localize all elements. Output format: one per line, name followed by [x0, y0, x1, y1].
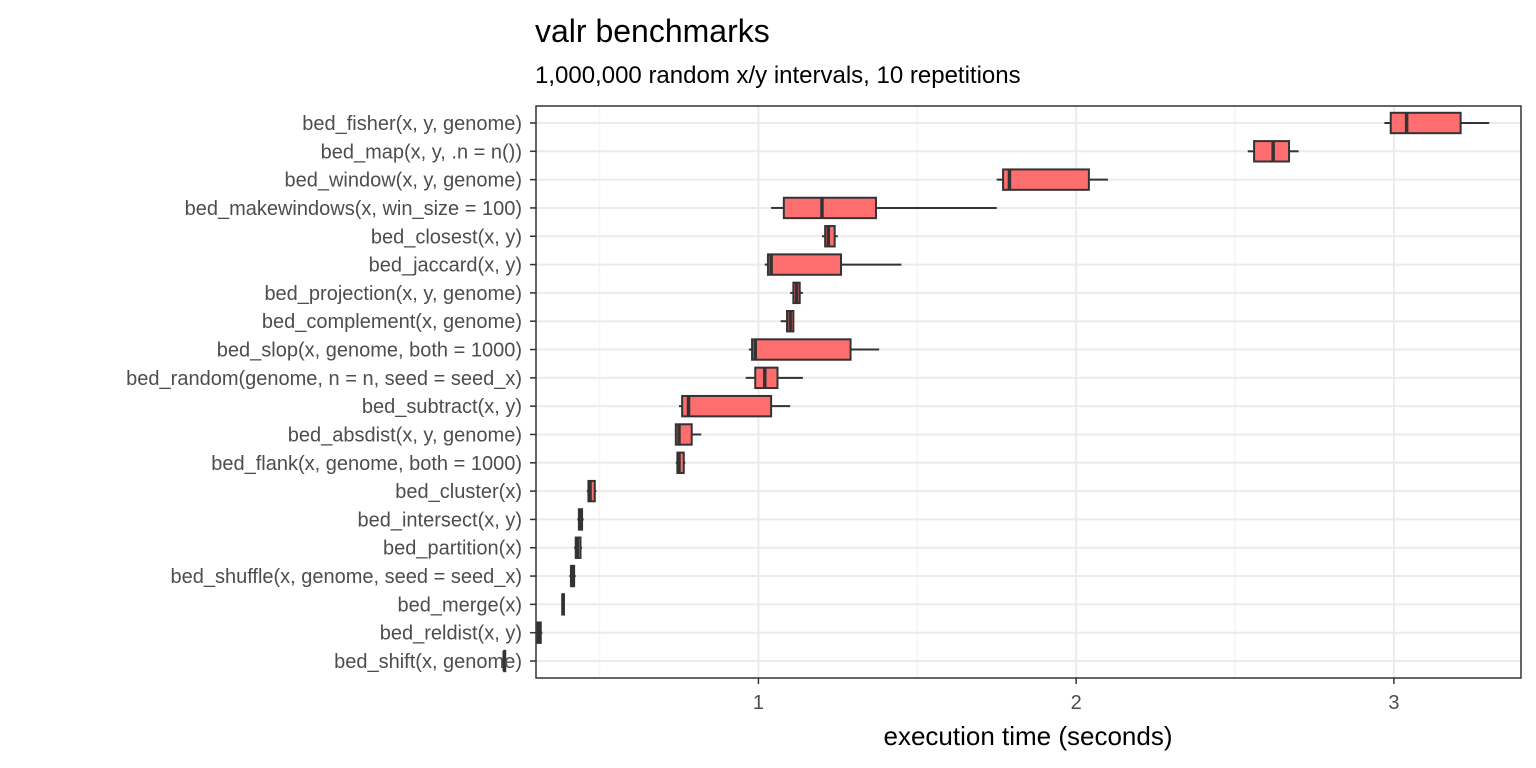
box-8: [748, 338, 880, 361]
x-axis-title: execution time (seconds): [883, 721, 1172, 751]
box-3: [771, 196, 997, 220]
box-14: [577, 508, 584, 531]
category-label: bed_cluster(x): [395, 481, 522, 503]
category-label: bed_subtract(x, y): [362, 396, 522, 418]
box-iqr: [681, 394, 773, 418]
category-label: bed_random(genome, n = n, seed = seed_x): [126, 368, 522, 390]
chart-subtitle: 1,000,000 random x/y intervals, 10 repet…: [535, 62, 1021, 89]
category-label: bed_complement(x, genome): [262, 311, 522, 333]
category-label: bed_shift(x, genome): [334, 651, 522, 673]
box-4: [821, 225, 838, 248]
category-label: bed_absdist(x, y, genome): [288, 424, 522, 446]
panel-border: [535, 105, 1522, 679]
category-label: bed_flank(x, genome, both = 1000): [211, 453, 522, 475]
box-0: [1384, 111, 1490, 135]
category-label: bed_makewindows(x, win_size = 100): [185, 198, 522, 220]
box-5: [764, 253, 902, 276]
box-1: [1247, 140, 1299, 163]
box-iqr: [782, 196, 877, 220]
box-10: [678, 394, 791, 418]
category-label: bed_shuffle(x, genome, seed = seed_x): [170, 566, 522, 588]
chart-title: valr benchmarks: [535, 13, 770, 49]
box-iqr: [766, 253, 843, 276]
x-tick-label: 1: [753, 692, 764, 714]
category-label: bed_projection(x, y, genome): [264, 283, 522, 305]
box-16: [569, 564, 576, 588]
category-label: bed_window(x, y, genome): [284, 170, 522, 192]
box-11: [674, 423, 702, 446]
box-iqr: [751, 338, 852, 361]
box-17: [561, 593, 565, 616]
category-label: bed_fisher(x, y, genome): [302, 113, 522, 135]
box-9: [745, 366, 803, 390]
category-label: bed_reldist(x, y): [380, 623, 522, 645]
category-label: bed_partition(x): [383, 538, 522, 560]
category-label: bed_merge(x): [397, 594, 522, 616]
box-19: [502, 649, 507, 673]
category-label: bed_intersect(x, y): [357, 509, 522, 531]
box-iqr: [1002, 168, 1090, 191]
box-2: [996, 168, 1108, 191]
x-tick-label: 3: [1388, 692, 1399, 714]
box-18: [536, 621, 543, 644]
category-label: bed_map(x, y, .n = n()): [321, 141, 522, 163]
box-7: [780, 310, 795, 333]
grid-layer: [536, 106, 1521, 678]
category-label: bed_closest(x, y): [371, 226, 522, 248]
x-tick-layer: 1 2 3: [753, 678, 1399, 714]
x-tick-label: 2: [1071, 692, 1082, 714]
box-13: [586, 479, 597, 503]
box-12: [675, 451, 686, 474]
box-iqr: [1389, 111, 1462, 135]
box-6: [790, 281, 803, 305]
box-15: [574, 536, 583, 559]
box-layer: [502, 111, 1490, 673]
category-label: bed_slop(x, genome, both = 1000): [217, 340, 522, 362]
category-label-layer: bed_fisher(x, y, genome) bed_map(x, y, .n…: [126, 113, 536, 673]
category-label: bed_jaccard(x, y): [369, 255, 522, 277]
